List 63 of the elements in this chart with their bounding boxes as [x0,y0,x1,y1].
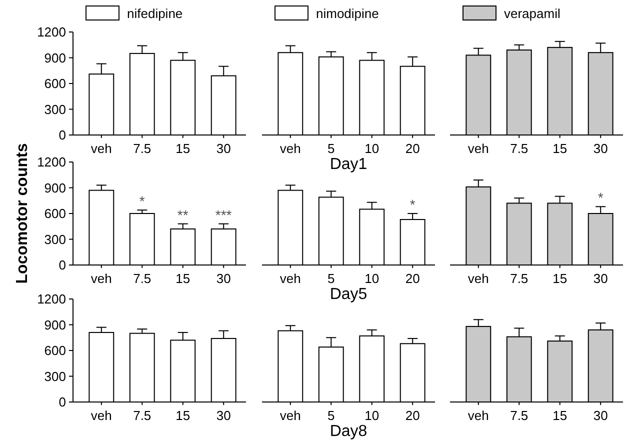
x-tick-label: veh [90,271,112,286]
x-tick-label: 5 [328,271,335,286]
annotation: * [139,193,146,210]
y-tick-label: 900 [44,317,66,332]
x-tick-label: 15 [176,141,190,156]
x-tick-label: 5 [328,141,335,156]
x-tick-label: 10 [364,141,380,156]
annotation: ** [177,206,189,223]
x-tick-label: 15 [176,408,190,423]
x-tick-label: veh [280,141,301,156]
x-tick-label: veh [468,141,489,156]
annotation: * [410,196,416,212]
y-axis-title: Locomotor counts [14,143,31,284]
y-tick-label: 1200 [37,24,66,40]
x-tick-label: 7.5 [510,271,528,286]
x-axis-title: Day5 [330,286,368,303]
x-axis-title: Day1 [330,156,368,173]
x-tick-label: 7.5 [510,141,528,156]
x-tick-label: veh [280,271,301,286]
y-tick-label: 300 [44,368,66,384]
x-tick-label: 20 [405,271,420,286]
x-tick-label: 7.5 [133,271,152,286]
y-tick-label: 0 [58,394,66,410]
x-tick-label: 30 [593,141,608,156]
y-tick-label: 600 [44,206,66,221]
x-tick-label: 5 [328,408,335,423]
x-tick-label: 7.5 [510,408,528,423]
x-tick-label: 30 [216,271,231,286]
x-tick-label: 10 [364,408,380,423]
annotation: *** [215,206,232,223]
x-tick-label: 7.5 [133,408,152,423]
y-tick-label: 0 [58,128,66,142]
x-tick-label: 20 [405,141,420,156]
x-tick-label: 15 [552,271,568,286]
x-tick-label: 30 [216,408,231,423]
y-tick-label: 300 [44,232,66,247]
x-tick-label: 15 [552,408,568,423]
x-tick-label: 30 [593,271,608,286]
y-tick-label: 900 [44,50,66,66]
y-tick-label: 900 [44,180,66,196]
x-tick-label: veh [468,271,489,286]
y-tick-label: 300 [44,102,66,117]
y-tick-label: 600 [44,76,66,91]
x-tick-label: 10 [364,271,380,286]
x-tick-label: veh [468,408,489,423]
y-tick-label: 600 [44,343,66,358]
x-tick-label: 30 [593,408,608,423]
x-tick-label: veh [90,408,112,423]
x-tick-label: veh [90,141,112,156]
y-tick-label: 1200 [37,154,66,170]
annotation: * [598,190,604,206]
y-tick-label: 1200 [37,292,66,306]
y-tick-label: 0 [58,258,66,272]
legend-label: verapamil [504,6,560,21]
legend-label: nifedipine [127,6,183,21]
x-tick-label: veh [280,408,301,423]
legend-label: nimodipine [316,6,379,21]
x-axis-title: Day8 [330,423,368,440]
x-tick-label: 15 [552,141,568,156]
x-tick-label: 15 [176,271,190,286]
x-tick-label: 20 [405,408,420,423]
x-tick-label: 30 [216,141,231,156]
x-tick-label: 7.5 [133,141,152,156]
